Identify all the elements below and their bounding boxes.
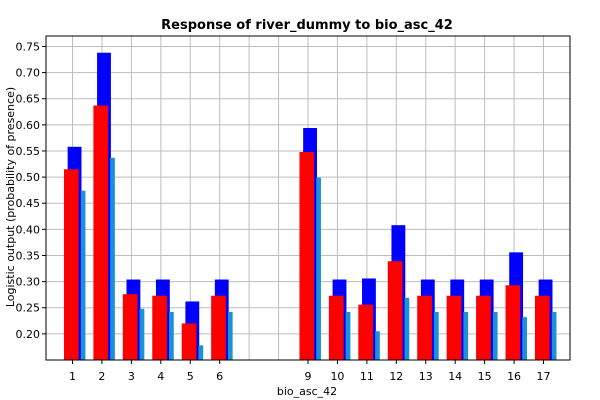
- y-tick-label: 0.65: [16, 93, 41, 106]
- y-tick-label: 0.50: [16, 171, 41, 184]
- bar-series-3-16: [522, 317, 528, 360]
- x-tick-label: 2: [98, 370, 105, 383]
- bar-series-3-13: [433, 311, 439, 360]
- x-tick-label: 3: [128, 370, 135, 383]
- bar-series-2-6: [211, 295, 226, 360]
- x-tick-label: 12: [389, 370, 403, 383]
- bar-series-3-15: [492, 311, 498, 360]
- bar-series-2-3: [122, 294, 138, 360]
- bar-series-2-13: [417, 295, 432, 360]
- y-tick-label: 0.45: [16, 197, 41, 210]
- x-tick-label: 13: [419, 370, 433, 383]
- y-tick-label: 0.75: [16, 40, 41, 53]
- bars: [63, 52, 557, 361]
- x-tick-label: 17: [537, 370, 551, 383]
- bar-series-2-17: [534, 295, 550, 360]
- x-tick-label: 6: [216, 370, 223, 383]
- x-tick-label: 9: [305, 370, 312, 383]
- bar-series-3-12: [404, 297, 410, 360]
- y-axis-label: Logistic output (probability of presence…: [4, 87, 17, 307]
- y-tick-label: 0.60: [16, 119, 41, 132]
- x-tick-label: 4: [157, 370, 164, 383]
- y-axis-ticks: 0.20 0.25 0.30 0.35 0.40 0.45 0.50 0.55 0.60 0.65…: [16, 40, 46, 341]
- bar-series-3-6: [227, 311, 233, 360]
- bar-series-3-9: [316, 177, 321, 360]
- y-tick-label: 0.55: [16, 145, 41, 158]
- x-tick-label: 14: [448, 370, 462, 383]
- x-tick-label: 5: [187, 370, 194, 383]
- bar-series-3-11: [375, 331, 380, 360]
- bar-series-2-5: [181, 323, 197, 360]
- bar-series-3-2: [110, 157, 115, 360]
- bar-series-3-3: [139, 308, 145, 360]
- y-tick-label: 0.35: [16, 249, 41, 262]
- bar-series-3-10: [345, 311, 351, 360]
- bar-series-2-11: [358, 304, 374, 360]
- x-axis-ticks: 1 2 3 4 5 6 9 10 11 12 13 14 15 16 17: [69, 360, 551, 383]
- x-axis-label: bio_asc_42: [277, 385, 337, 398]
- x-tick-label: 1: [69, 370, 76, 383]
- bar-series-3-17: [551, 311, 557, 360]
- bar-series-2-10: [328, 295, 344, 360]
- y-tick-label: 0.70: [16, 67, 41, 80]
- bar-series-2-9: [299, 152, 315, 360]
- bar-series-2-2: [93, 105, 109, 360]
- y-tick-label: 0.25: [16, 302, 41, 315]
- bar-series-3-5: [198, 345, 204, 360]
- x-tick-label: 11: [360, 370, 374, 383]
- bar-series-2-12: [387, 261, 403, 360]
- y-tick-label: 0.30: [16, 276, 41, 289]
- y-tick-label: 0.20: [16, 328, 41, 341]
- bar-series-2-15: [476, 295, 491, 360]
- bar-series-2-4: [152, 295, 167, 360]
- x-tick-label: 15: [478, 370, 492, 383]
- bar-series-2-14: [446, 295, 462, 360]
- bar-series-3-4: [169, 311, 174, 360]
- chart-title: Response of river_dummy to bio_asc_42: [161, 18, 453, 33]
- bar-series-3-14: [463, 311, 469, 360]
- y-tick-label: 0.40: [16, 223, 41, 236]
- bar-series-2-1: [63, 169, 79, 360]
- x-tick-label: 16: [507, 370, 521, 383]
- bar-series-3-1: [80, 190, 86, 360]
- bar-series-2-16: [505, 285, 521, 360]
- x-tick-label: 10: [330, 370, 344, 383]
